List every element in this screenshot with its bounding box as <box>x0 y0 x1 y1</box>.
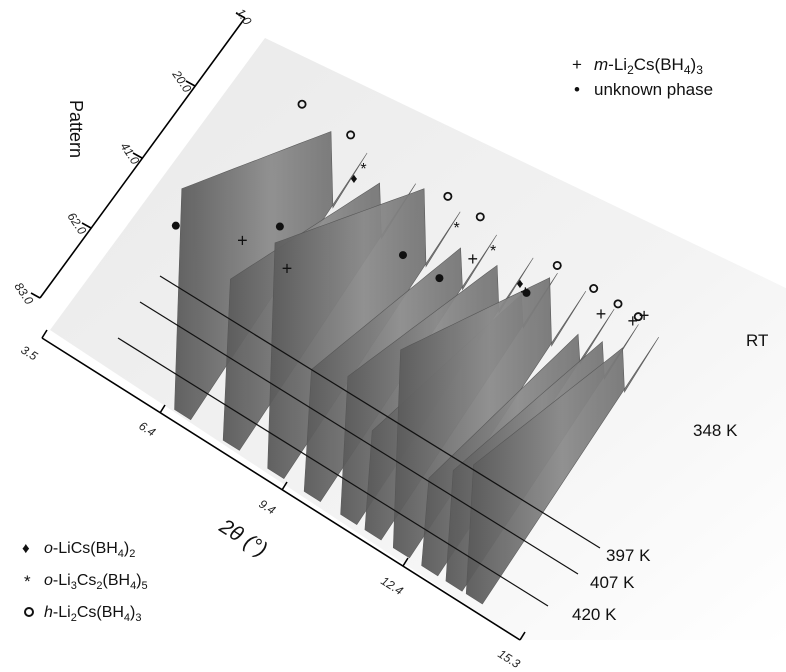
line-420k <box>117 337 549 607</box>
twotheta-tick-3: 9.4 <box>256 497 278 518</box>
twotheta-tick-5: 15.3 <box>495 647 523 671</box>
marker-plus-5: + <box>596 304 607 324</box>
marker-dot-4 <box>435 274 444 283</box>
marker-plus-7: + <box>639 306 650 326</box>
legend-plus-label: m-Li2Cs(BH4)3 <box>594 55 703 77</box>
legend-dot-symbol: • <box>574 80 580 99</box>
twotheta-tick-2: 6.4 <box>136 419 158 440</box>
peaks-layer <box>174 131 659 605</box>
temp-label-420k: 420 K <box>572 605 617 624</box>
twotheta-axis-ticks <box>41 329 526 641</box>
legend-diamond-label: o-LiCs(BH4)2 <box>44 540 135 560</box>
legend-bottom: ♦ o-LiCs(BH4)2 * o-Li3Cs2(BH4)5 h-Li2Cs(… <box>22 540 148 624</box>
pattern-axis-ticks <box>30 12 246 299</box>
markers-layer: +++++++♦♦*** <box>171 99 650 331</box>
pattern-tick-5: 83.0 <box>12 280 37 307</box>
marker-star-3: * <box>490 243 496 260</box>
marker-plus-1: + <box>237 230 248 250</box>
temp-label-407k: 407 K <box>590 573 635 592</box>
line-407k <box>139 301 579 575</box>
twotheta-axis-label: 2θ (°) <box>215 514 272 561</box>
temp-label-rt: RT <box>746 331 768 350</box>
marker-star-2: * <box>454 220 460 237</box>
marker-plus-3: + <box>467 249 478 269</box>
twotheta-axis-line <box>41 337 521 641</box>
marker-plus-2: + <box>282 259 293 279</box>
pattern-tick-4: 62.0 <box>65 210 90 237</box>
twotheta-tick-1: 3.5 <box>18 343 40 364</box>
marker-dot-3 <box>398 251 407 260</box>
marker-circle-4 <box>475 212 485 222</box>
marker-dot-1 <box>171 221 180 230</box>
temp-label-397k: 397 K <box>606 546 651 565</box>
legend-star-label: o-Li3Cs2(BH4)5 <box>44 572 148 592</box>
marker-circle-6 <box>589 283 599 293</box>
line-397k <box>159 275 601 549</box>
legend-circle-symbol <box>24 607 34 617</box>
legend-diamond-symbol: ♦ <box>22 540 30 557</box>
marker-circle-1 <box>297 99 307 109</box>
temp-label-348k: 348 K <box>693 421 738 440</box>
legend-dot-label: unknown phase <box>594 80 713 99</box>
marker-circle-2 <box>346 130 356 140</box>
pattern-axis-label: Pattern <box>66 100 86 158</box>
marker-circle-7 <box>613 299 623 309</box>
legend-top: + m-Li2Cs(BH4)3 • unknown phase <box>572 55 713 99</box>
marker-plus-6: + <box>627 311 638 331</box>
marker-circle-8 <box>633 312 643 322</box>
pattern-axis-line <box>39 17 246 299</box>
marker-circle-3 <box>443 191 453 201</box>
marker-dot-2 <box>275 222 284 231</box>
pattern-tick-1: 1.0 <box>234 6 255 28</box>
marker-circle-5 <box>552 260 562 270</box>
twotheta-tick-4: 12.4 <box>378 574 406 598</box>
legend-circle-label: h-Li2Cs(BH4)3 <box>44 604 142 624</box>
marker-star-1: * <box>360 161 366 178</box>
marker-dot-5 <box>522 288 531 297</box>
marker-diamond-2: ♦ <box>516 275 523 291</box>
marker-diamond-1: ♦ <box>350 170 357 186</box>
temperature-lines <box>117 275 601 607</box>
legend-star-symbol: * <box>24 572 31 591</box>
peak-10 <box>465 337 659 605</box>
legend-plus-symbol: + <box>572 55 582 74</box>
